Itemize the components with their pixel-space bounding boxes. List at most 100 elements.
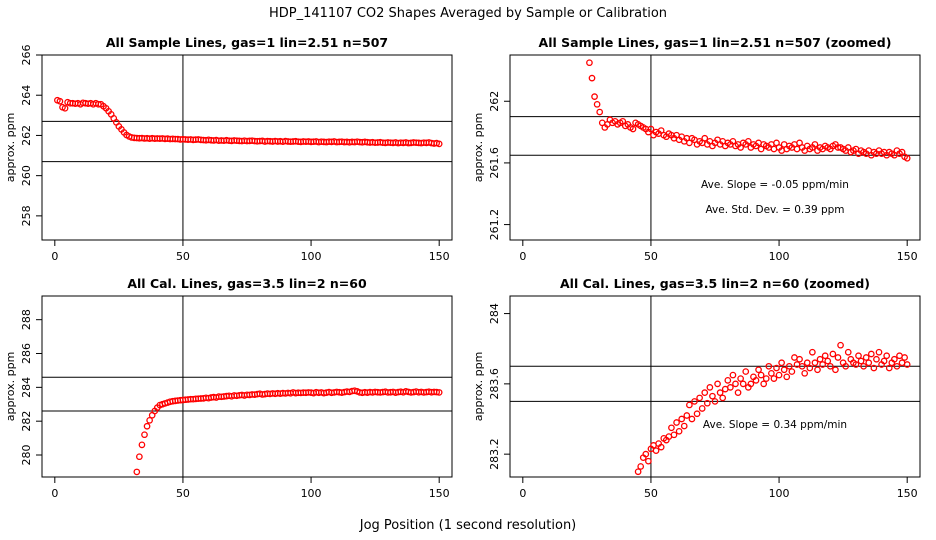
data-point: [698, 405, 706, 412]
data-point: [855, 352, 862, 360]
data-point: [773, 364, 780, 372]
data-point: [867, 350, 875, 358]
y-axis-label: approx. ppm: [4, 113, 17, 183]
data-point: [742, 368, 750, 375]
data-point: [870, 364, 878, 372]
data-series: [54, 96, 443, 148]
data-point: [880, 357, 888, 365]
data-point: [865, 359, 873, 367]
data-point: [61, 104, 69, 112]
data-point: [752, 376, 760, 384]
y-tick-label: 286: [20, 343, 33, 364]
y-tick-label: 282: [20, 411, 33, 432]
data-point: [806, 364, 814, 372]
data-point: [819, 361, 826, 368]
x-tick-label: 150: [897, 487, 918, 500]
data-point: [860, 362, 867, 370]
data-point: [803, 359, 811, 367]
data-point: [711, 398, 719, 405]
data-point: [133, 468, 141, 476]
x-tick-label: 0: [51, 250, 58, 263]
y-axis-label: approx. ppm: [472, 352, 485, 422]
y-tick-label: 261.2: [488, 209, 501, 241]
y-tick-label: 260: [20, 165, 33, 186]
y-tick-label: 258: [20, 205, 33, 226]
plot-top-right: All Sample Lines, gas=1 lin=2.51 n=507 (…: [472, 35, 921, 263]
data-point: [842, 362, 850, 370]
data-point: [683, 412, 691, 419]
data-point: [844, 348, 852, 356]
data-point: [647, 125, 655, 133]
data-point: [765, 362, 773, 370]
y-tick-label: 264: [20, 85, 33, 106]
data-point: [637, 463, 645, 470]
data-point: [737, 375, 744, 382]
data-point: [696, 394, 703, 402]
annotation-text: Ave. Slope = -0.05 ppm/min: [701, 179, 849, 191]
data-point: [693, 410, 701, 418]
x-axis-label: Jog Position (1 second resolution): [359, 518, 577, 533]
y-axis-label: approx. ppm: [4, 352, 17, 422]
data-point: [903, 154, 911, 162]
data-point: [596, 108, 604, 116]
data-point: [716, 389, 724, 397]
y-tick-label: 261.6: [488, 147, 501, 179]
y-tick-label: 280: [20, 445, 33, 466]
y-tick-label: 266: [20, 45, 33, 66]
data-point: [762, 375, 770, 382]
data-point: [678, 415, 686, 423]
data-point: [903, 361, 911, 368]
x-tick-label: 100: [301, 250, 322, 263]
y-tick-label: 284: [488, 303, 501, 324]
data-point: [778, 359, 785, 367]
x-tick-label: 100: [301, 487, 322, 500]
data-point: [56, 97, 64, 105]
data-point: [588, 74, 596, 82]
x-tick-label: 50: [644, 250, 658, 263]
data-series: [586, 59, 911, 162]
data-point: [714, 380, 721, 388]
data-point: [719, 394, 727, 402]
x-tick-label: 0: [519, 487, 526, 500]
plot-frame: [509, 295, 921, 478]
data-point: [433, 388, 440, 396]
data-point: [811, 141, 819, 148]
plot-bottom-left: All Cal. Lines, gas=3.5 lin=2 n=60 0 50 100…: [4, 276, 453, 500]
data-point: [798, 362, 806, 370]
data-point: [832, 366, 839, 374]
annotation-text: Ave. Std. Dev. = 0.39 ppm: [705, 204, 844, 216]
figure-title: HDP_141107 CO2 Shapes Averaged by Sample…: [268, 6, 668, 21]
plot-frame: [509, 54, 921, 241]
data-point: [891, 355, 898, 363]
plot-frame: [41, 295, 453, 478]
data-point: [747, 380, 755, 388]
data-point: [709, 392, 716, 400]
data-point: [729, 371, 737, 379]
data-point: [875, 348, 883, 356]
data-point: [652, 447, 660, 454]
data-point: [670, 431, 678, 439]
data-point: [801, 369, 809, 377]
plot-title: All Cal. Lines, gas=3.5 lin=2 n=60: [127, 276, 367, 291]
plot-title: All Sample Lines, gas=1 lin=2.51 n=507: [106, 35, 388, 50]
data-point: [138, 441, 146, 449]
data-point: [680, 422, 688, 430]
y-tick-label: 262: [488, 91, 501, 112]
y-tick-label: 283.2: [488, 438, 501, 470]
data-point: [811, 359, 819, 367]
data-point: [739, 380, 747, 388]
y-tick-label: 283.6: [488, 368, 501, 400]
data-point: [796, 355, 803, 363]
data-point: [809, 348, 816, 356]
data-point: [857, 357, 865, 365]
data-point: [701, 389, 709, 397]
annotation-text: Ave. Slope = 0.34 ppm/min: [703, 419, 847, 431]
plot-top-left: All Sample Lines, gas=1 lin=2.51 n=507 0 5…: [4, 35, 453, 263]
data-point: [591, 93, 598, 100]
x-tick-label: 100: [769, 487, 790, 500]
x-tick-label: 150: [429, 487, 450, 500]
x-tick-label: 100: [769, 250, 790, 263]
x-tick-label: 0: [51, 487, 58, 500]
data-point: [146, 416, 153, 424]
data-point: [834, 354, 842, 361]
